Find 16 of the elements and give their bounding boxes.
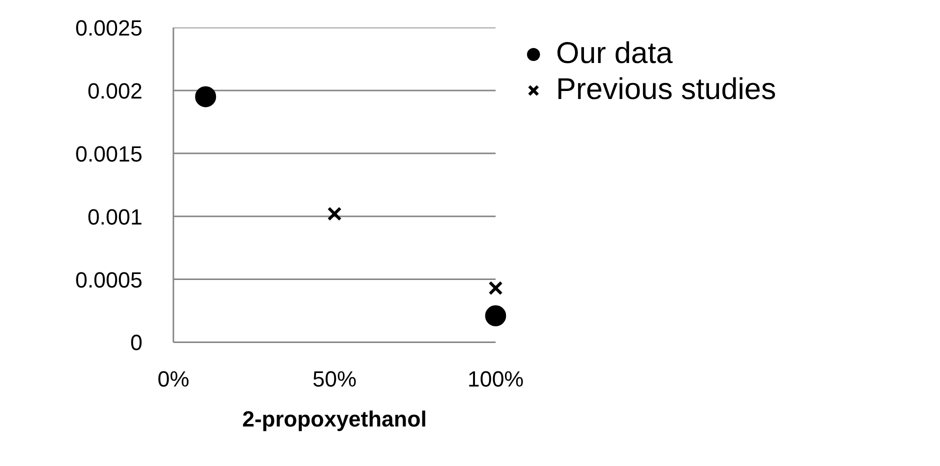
point (485, 305, 506, 326)
y-tick-label: 0.0005 (75, 267, 143, 292)
y-tick-label: 0.001 (87, 204, 143, 230)
point (195, 86, 216, 108)
y-tick-label: 0 (130, 330, 143, 356)
y-tick-label: 0.0015 (75, 141, 143, 166)
legend-label: Our data (556, 37, 673, 71)
y-tick-label: 0.0025 (75, 16, 143, 40)
x-tick-label: 50% (312, 366, 357, 392)
x-tick-label: 100% (467, 366, 524, 392)
x-axis-title: 2-propoxyethanol (242, 406, 427, 432)
point (488, 280, 503, 296)
point (327, 206, 342, 221)
x-tick-label: 0% (157, 366, 190, 392)
y-tick-label: 0.002 (87, 78, 143, 104)
legend-label: Previous studies (556, 73, 776, 107)
